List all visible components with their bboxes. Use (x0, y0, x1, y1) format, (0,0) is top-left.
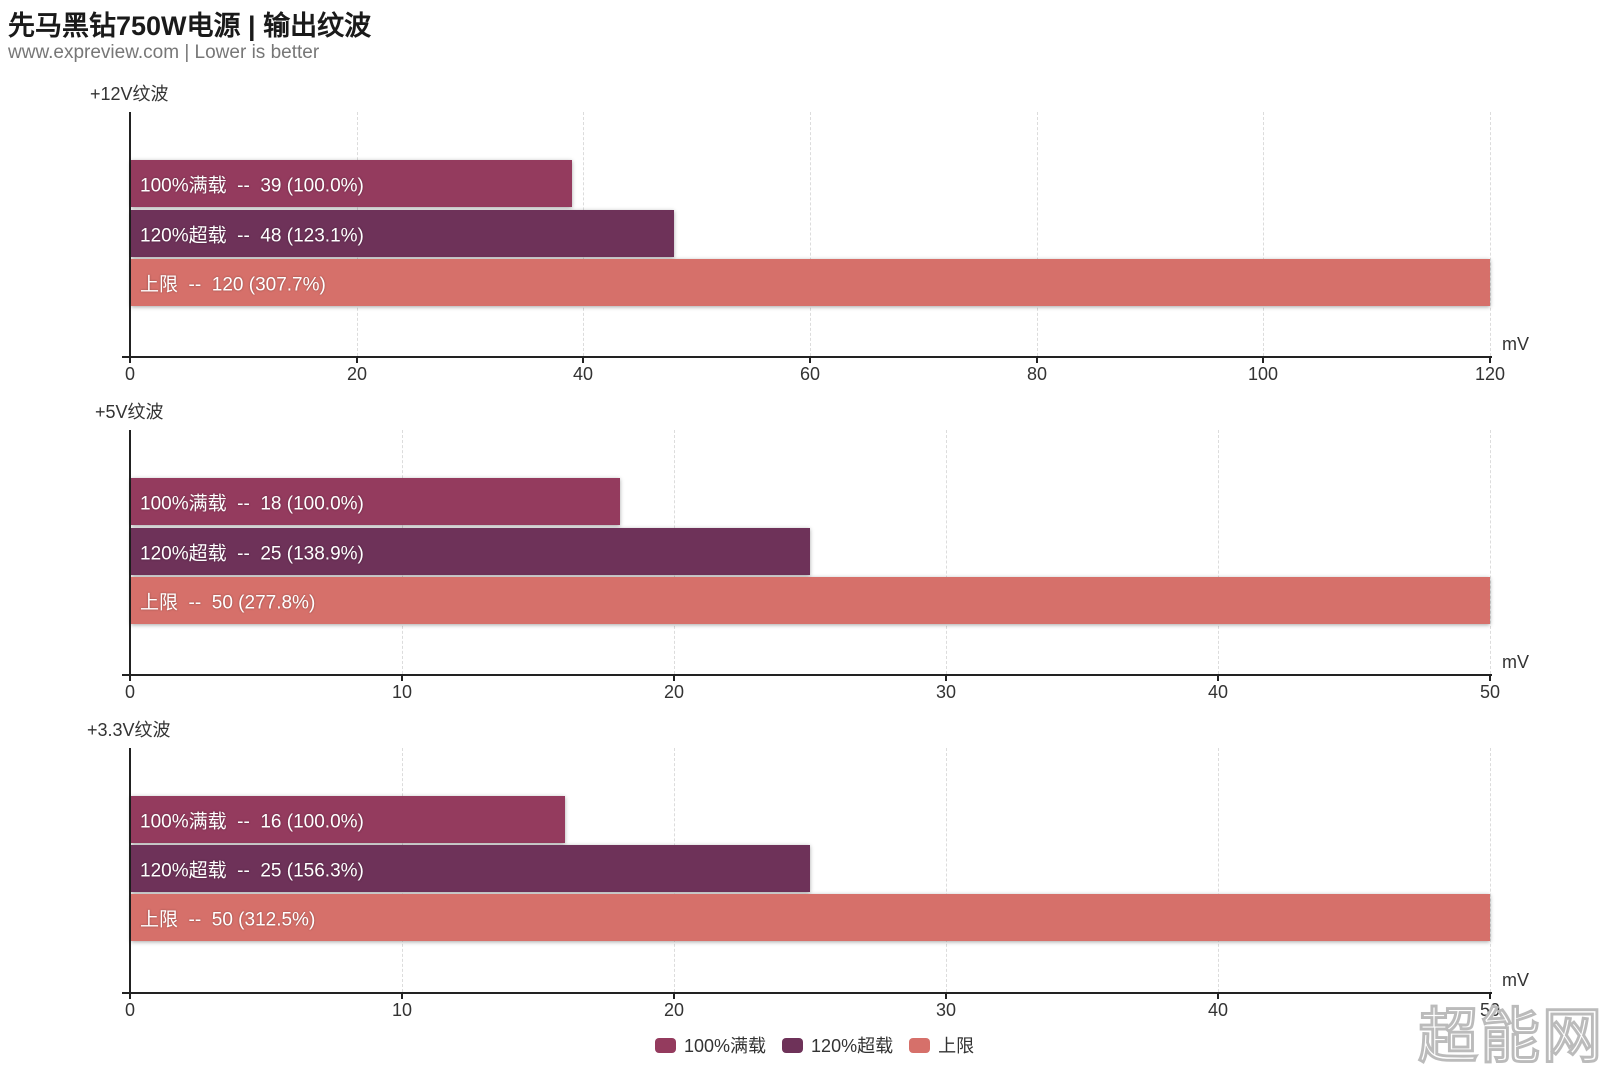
gridline (1490, 112, 1491, 356)
x-tick-label: 40 (572, 364, 594, 384)
x-tick-label: 10 (391, 1000, 413, 1020)
x-tick (673, 992, 675, 999)
gridline (810, 112, 811, 356)
bar-limit[interactable]: 上限 -- 120 (307.7%) (131, 259, 1490, 306)
bar-overload[interactable]: 120%超载 -- 48 (123.1%) (131, 210, 674, 257)
x-tick-label: 40 (1207, 1000, 1229, 1020)
x-tick (1217, 992, 1219, 999)
x-tick (129, 356, 131, 363)
gridline (1218, 748, 1219, 992)
x-tick-label: 80 (1026, 364, 1048, 384)
bar-label: 100%满载 -- 18 (100.0%) (140, 493, 364, 514)
bar-label: 上限 -- 50 (277.8%) (140, 592, 316, 613)
gridline (1263, 112, 1264, 356)
x-tick (401, 674, 403, 681)
x-tick (356, 356, 358, 363)
bar-label: 100%满载 -- 16 (100.0%) (140, 811, 364, 832)
x-axis (122, 356, 1492, 358)
x-tick (1489, 674, 1491, 681)
chart-subtitle: www.expreview.com | Lower is better (8, 42, 320, 63)
bar-label: 120%超载 -- 48 (123.1%) (140, 225, 364, 246)
x-tick (809, 356, 811, 363)
x-tick-label: 20 (346, 364, 368, 384)
x-tick-label: 20 (663, 682, 685, 702)
gridline (946, 430, 947, 674)
x-tick-label: 0 (124, 364, 136, 384)
x-axis-unit: mV (1502, 652, 1529, 672)
x-tick (945, 674, 947, 681)
x-tick-label: 10 (391, 682, 413, 702)
x-tick-label: 20 (663, 1000, 685, 1020)
y-axis (129, 430, 131, 676)
gridline (946, 748, 947, 992)
x-tick (1489, 992, 1491, 999)
x-tick (1217, 674, 1219, 681)
bar-full-load[interactable]: 100%满载 -- 18 (100.0%) (131, 478, 620, 525)
x-axis-unit: mV (1502, 334, 1529, 354)
x-axis (122, 674, 1492, 676)
legend-item-limit[interactable]: 上限 (909, 1032, 974, 1058)
x-tick-label: 120 (1474, 364, 1506, 384)
x-tick (1262, 356, 1264, 363)
bar-label: 上限 -- 120 (307.7%) (140, 274, 326, 295)
legend-swatch-icon (909, 1037, 931, 1053)
legend-swatch-icon (655, 1037, 676, 1053)
x-tick (129, 674, 131, 681)
panel-title: +12V纹波 (90, 84, 169, 104)
legend-label: 100%满载 (684, 1036, 767, 1056)
gridline (1490, 748, 1491, 992)
bar-label: 100%满载 -- 39 (100.0%) (140, 175, 364, 196)
x-tick-label: 60 (799, 364, 821, 384)
x-tick-label: 30 (935, 682, 957, 702)
legend-label: 120%超载 (811, 1036, 894, 1056)
x-tick-label: 100 (1247, 364, 1279, 384)
bar-label: 120%超载 -- 25 (138.9%) (140, 543, 364, 564)
gridline (1490, 430, 1491, 674)
x-tick (673, 674, 675, 681)
gridline (1218, 430, 1219, 674)
panel-title: +3.3V纹波 (87, 720, 171, 740)
x-tick (582, 356, 584, 363)
chart-title: 先马黑钻750W电源 | 输出纹波 (8, 11, 372, 41)
bar-overload[interactable]: 120%超载 -- 25 (138.9%) (131, 528, 810, 575)
x-axis (122, 992, 1492, 994)
watermark-logo: 超能网 (1418, 1003, 1604, 1071)
legend-item-overload[interactable]: 120%超载 (782, 1032, 893, 1058)
bar-label: 120%超载 -- 25 (156.3%) (140, 860, 364, 881)
x-tick-label: 0 (124, 682, 136, 702)
legend-item-full-load[interactable]: 100%满载 (655, 1032, 766, 1058)
y-axis (129, 748, 131, 994)
bar-full-load[interactable]: 100%满载 -- 39 (100.0%) (131, 160, 572, 207)
x-tick-label: 0 (124, 1000, 136, 1020)
panel-title: +5V纹波 (95, 402, 164, 422)
x-tick (945, 992, 947, 999)
gridline (1037, 112, 1038, 356)
x-tick-label: 50 (1479, 1000, 1501, 1020)
x-tick (1489, 356, 1491, 363)
bar-label: 上限 -- 50 (312.5%) (140, 909, 316, 930)
bar-overload[interactable]: 120%超载 -- 25 (156.3%) (131, 845, 810, 892)
x-tick-label: 50 (1479, 682, 1501, 702)
y-axis (129, 112, 131, 358)
x-tick-label: 30 (935, 1000, 957, 1020)
bar-limit[interactable]: 上限 -- 50 (277.8%) (131, 577, 1490, 624)
bar-full-load[interactable]: 100%满载 -- 16 (100.0%) (131, 796, 565, 843)
bar-limit[interactable]: 上限 -- 50 (312.5%) (131, 894, 1490, 941)
legend-label: 上限 (938, 1036, 975, 1056)
legend: 100%满载 120%超载 上限 (655, 1032, 974, 1058)
x-tick-label: 40 (1207, 682, 1229, 702)
x-tick (401, 992, 403, 999)
x-tick (1036, 356, 1038, 363)
x-tick (129, 992, 131, 999)
x-axis-unit: mV (1502, 970, 1529, 990)
legend-swatch-icon (782, 1037, 804, 1053)
